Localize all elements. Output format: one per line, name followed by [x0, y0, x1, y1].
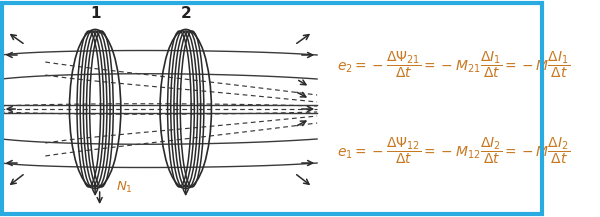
Text: $e_2=-\dfrac{\Delta\Psi_{21}}{\Delta t}=-M_{21}\dfrac{\Delta I_1}{\Delta t}=-M\d: $e_2=-\dfrac{\Delta\Psi_{21}}{\Delta t}=… [337, 50, 570, 80]
Text: $N_1$: $N_1$ [116, 179, 133, 195]
Text: 1: 1 [90, 5, 100, 20]
Text: $e_1=-\dfrac{\Delta\Psi_{12}}{\Delta t}=-M_{12}\dfrac{\Delta I_2}{\Delta t}=-M\d: $e_1=-\dfrac{\Delta\Psi_{12}}{\Delta t}=… [337, 136, 570, 166]
Text: 2: 2 [181, 5, 191, 20]
